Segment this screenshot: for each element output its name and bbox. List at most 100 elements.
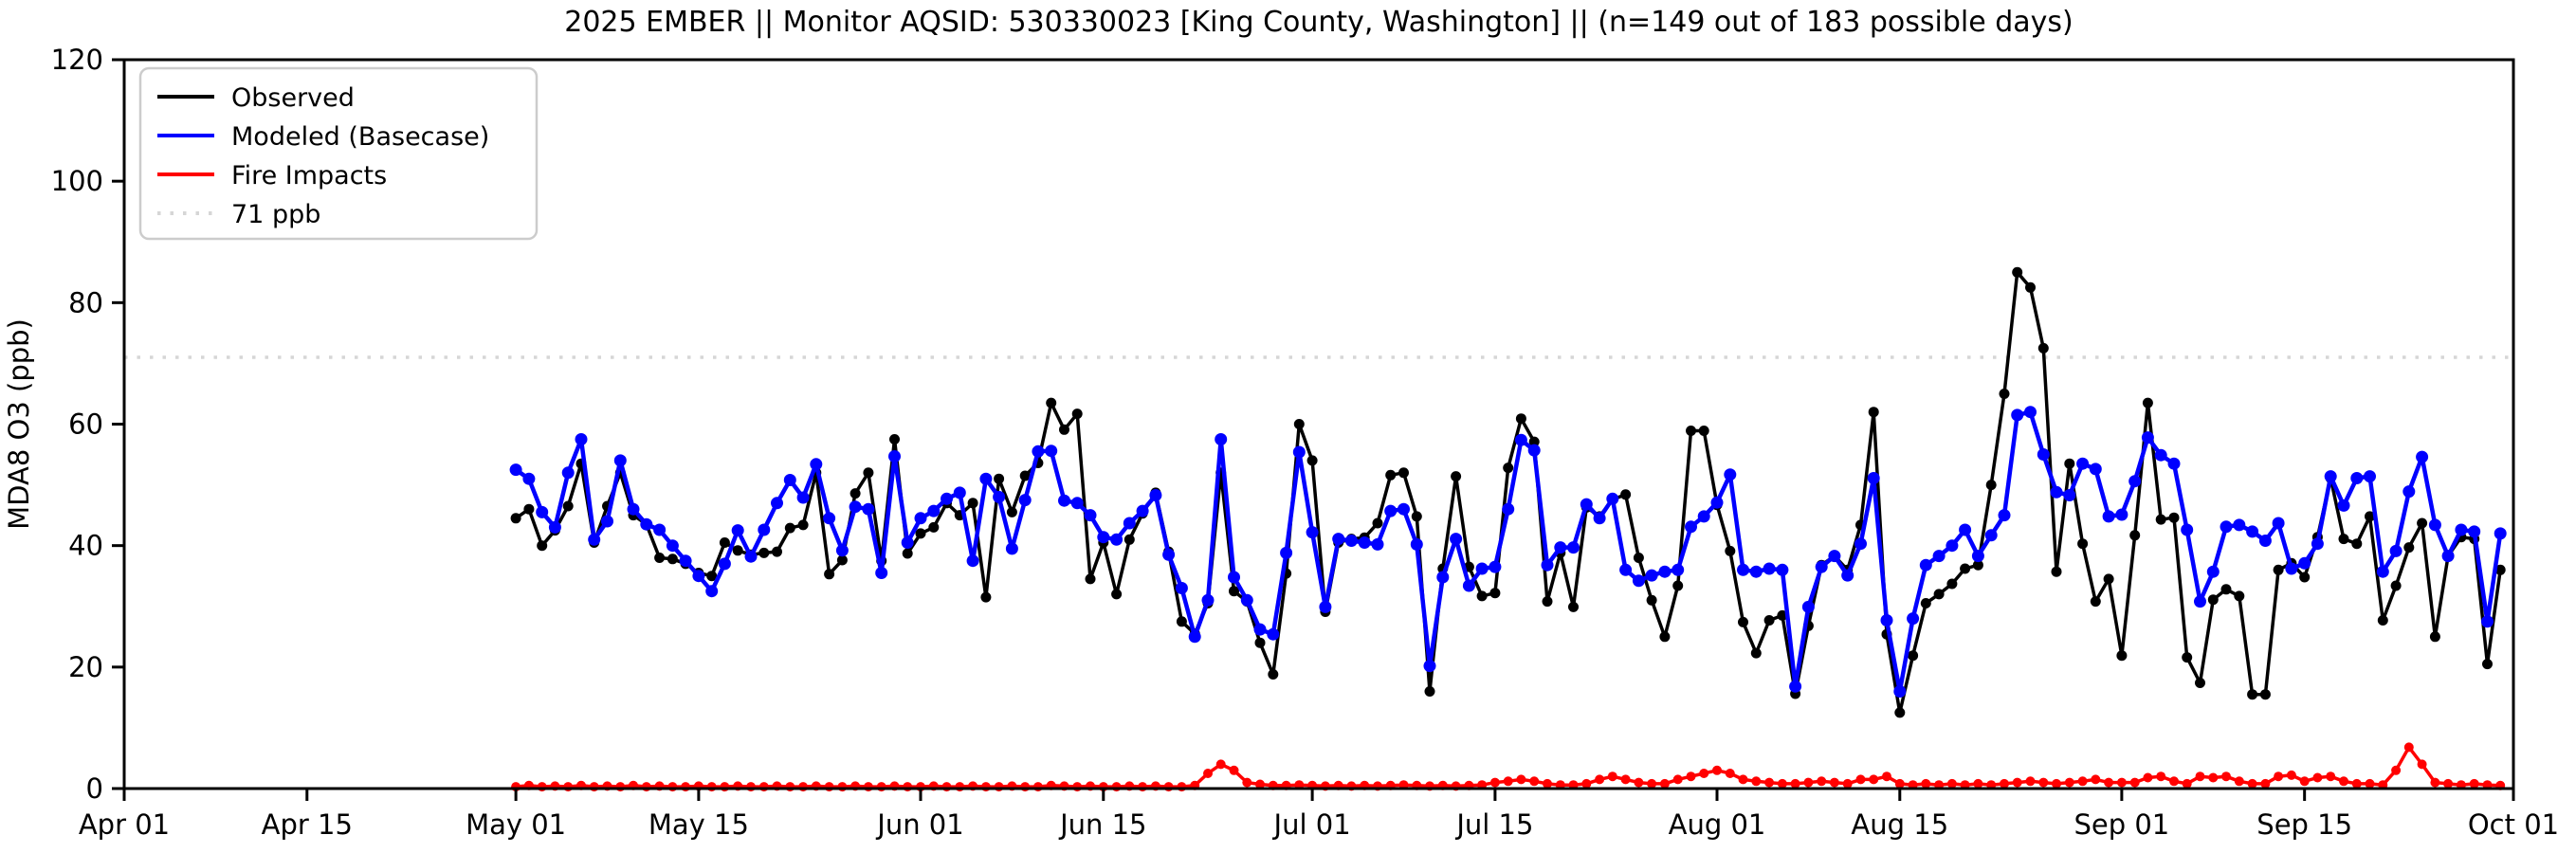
- data-point: [1946, 539, 1959, 553]
- data-point: [1267, 627, 1280, 641]
- data-point: [681, 782, 691, 792]
- data-point: [2102, 510, 2115, 523]
- data-point: [1985, 480, 1997, 491]
- data-point: [1842, 778, 1853, 789]
- data-point: [2221, 771, 2231, 782]
- data-point: [1789, 680, 1802, 693]
- data-point: [1451, 471, 1462, 482]
- x-tick-label: Jul 15: [1454, 808, 1533, 841]
- data-point: [1162, 548, 1176, 561]
- data-point: [2338, 534, 2349, 545]
- data-point: [1999, 389, 2010, 399]
- data-point: [588, 533, 601, 546]
- data-point: [1215, 759, 1226, 770]
- data-point: [1436, 571, 1450, 584]
- data-point: [903, 782, 913, 792]
- data-point: [2389, 544, 2402, 557]
- data-point: [2128, 475, 2142, 488]
- x-tick-label: Oct 01: [2468, 808, 2559, 841]
- legend-item-label: Modeled (Basecase): [231, 122, 489, 152]
- data-point: [1071, 408, 1083, 420]
- data-point: [1149, 489, 1162, 501]
- data-point: [1411, 511, 1422, 522]
- data-point: [1632, 574, 1645, 588]
- data-point: [1084, 509, 1097, 522]
- data-point: [1268, 669, 1279, 680]
- data-point: [2000, 778, 2009, 789]
- data-point: [1580, 498, 1593, 511]
- data-point: [902, 548, 913, 559]
- data-point: [2220, 584, 2232, 595]
- data-point: [523, 503, 535, 515]
- data-point: [1712, 765, 1722, 775]
- data-point: [810, 458, 823, 471]
- data-point: [1358, 536, 1371, 549]
- data-point: [2299, 572, 2311, 583]
- data-point: [2417, 517, 2428, 529]
- data-point: [2494, 564, 2506, 575]
- data-point: [1971, 550, 1984, 563]
- data-point: [640, 517, 653, 531]
- data-point: [667, 782, 678, 792]
- legend-box[interactable]: [138, 66, 539, 241]
- data-point: [1606, 492, 1619, 505]
- data-point: [692, 570, 705, 583]
- data-point: [654, 553, 666, 563]
- data-point: [1058, 494, 1070, 507]
- data-point: [561, 466, 575, 480]
- data-point: [2024, 406, 2037, 419]
- data-point: [2115, 508, 2128, 521]
- data-point: [1136, 504, 1149, 517]
- data-point: [901, 536, 914, 549]
- data-point: [2104, 777, 2114, 788]
- data-point: [967, 498, 978, 509]
- data-point: [2142, 397, 2153, 408]
- data-point: [2430, 777, 2440, 788]
- data-point: [1515, 413, 1526, 425]
- data-point: [2391, 765, 2402, 775]
- data-point: [1072, 782, 1083, 792]
- x-tick-label: Jun 01: [875, 808, 963, 841]
- data-point: [1973, 778, 1983, 789]
- data-point: [1697, 510, 1710, 523]
- data-point: [2038, 777, 2049, 788]
- data-point: [1738, 774, 1748, 785]
- data-point: [1503, 463, 1514, 474]
- data-point: [1699, 769, 1709, 778]
- x-tick-label: Aug 01: [1669, 808, 1766, 841]
- data-point: [667, 554, 678, 565]
- data-point: [1344, 535, 1358, 547]
- data-point: [1685, 520, 1697, 534]
- data-point: [862, 502, 875, 516]
- data-point: [1240, 593, 1253, 607]
- data-point: [2326, 771, 2336, 782]
- x-tick-label: Aug 15: [1851, 808, 1948, 841]
- data-point: [1659, 778, 1670, 789]
- data-point: [1475, 562, 1489, 575]
- legend-item-label: Fire Impacts: [231, 161, 387, 191]
- observed-line: [515, 270, 2502, 715]
- data-point: [2403, 742, 2414, 753]
- data-point: [1462, 579, 1475, 592]
- data-point: [1855, 774, 1866, 785]
- data-point: [1385, 469, 1397, 481]
- data-point: [1568, 601, 1579, 612]
- data-point: [732, 545, 743, 556]
- data-point: [1175, 582, 1188, 594]
- y-tick-label: 20: [68, 651, 103, 683]
- data-point: [785, 782, 795, 792]
- data-point: [1686, 771, 1696, 782]
- data-point: [1933, 589, 1945, 600]
- data-point: [1750, 647, 1762, 659]
- data-point: [979, 472, 993, 485]
- data-point: [627, 502, 640, 516]
- data-point: [1763, 615, 1775, 626]
- data-point: [2390, 580, 2402, 591]
- data-point: [1541, 558, 1554, 572]
- data-point: [1908, 650, 1919, 662]
- x-tick-label: Apr 01: [79, 808, 170, 841]
- data-point: [2077, 538, 2089, 550]
- data-point: [1046, 397, 1057, 408]
- data-point: [928, 521, 940, 533]
